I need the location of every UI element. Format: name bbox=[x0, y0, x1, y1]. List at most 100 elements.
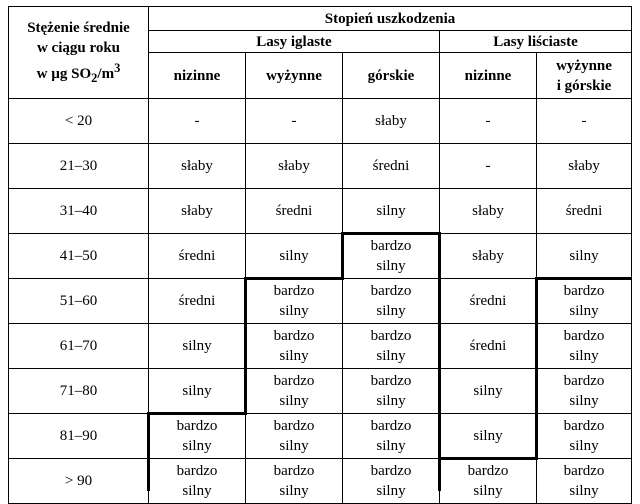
table-row: 71–80 silny bardzo silny bardzo silny silny bar… bbox=[8, 368, 633, 414]
damage-cell: bardzo silny bbox=[245, 323, 343, 369]
damage-cell: - bbox=[245, 98, 343, 144]
concentration-range: 41–50 bbox=[8, 233, 149, 279]
damage-cell: bardzo silny bbox=[245, 458, 343, 504]
concentration-range: 31–40 bbox=[8, 188, 149, 234]
damage-cell-line: bardzo bbox=[563, 418, 605, 434]
damage-cell: bardzo silny bbox=[439, 458, 537, 504]
damage-cell: - bbox=[439, 143, 537, 189]
damage-degree-header: Stopień uszkodzenia bbox=[147, 6, 633, 31]
damage-cell: bardzo silny bbox=[535, 458, 633, 504]
damage-cell: słaby bbox=[439, 233, 537, 279]
damage-cell: bardzo silny bbox=[535, 323, 633, 369]
damage-cell: średni bbox=[245, 188, 343, 234]
damage-cell: - bbox=[439, 98, 537, 144]
stub-sub: 2 bbox=[91, 70, 98, 85]
damage-cell: średni bbox=[535, 188, 633, 234]
damage-cell: średni bbox=[148, 233, 246, 279]
damage-cell-line: bardzo bbox=[370, 238, 412, 254]
damage-cell: bardzo silny bbox=[342, 413, 440, 459]
damage-cell: silny bbox=[535, 233, 633, 279]
damage-cell: średni bbox=[148, 278, 246, 324]
col-label-line-1: wyżynne bbox=[556, 57, 612, 74]
table-row: 21–30 słaby słaby średni - słaby bbox=[8, 143, 633, 189]
damage-cell: słaby bbox=[148, 188, 246, 234]
damage-cell-line: bardzo bbox=[563, 283, 605, 299]
damage-cell: bardzo silny bbox=[148, 413, 246, 459]
damage-table-container: Stężenie średnie w ciągu roku w µg SO2/m… bbox=[8, 6, 633, 504]
damage-cell-line: silny bbox=[279, 393, 309, 409]
table-row: 31–40 słaby średni silny słaby średni bbox=[8, 188, 633, 234]
damage-cell: słaby bbox=[342, 98, 440, 144]
damage-table: Stężenie średnie w ciągu roku w µg SO2/m… bbox=[8, 6, 633, 504]
damage-cell-line: bardzo bbox=[370, 283, 412, 299]
damage-cell: silny bbox=[439, 368, 537, 414]
damage-cell-line: silny bbox=[376, 258, 406, 274]
damage-cell-line: silny bbox=[473, 483, 503, 499]
stub-line-1: Stężenie średnie bbox=[27, 19, 130, 36]
damage-cell-line: bardzo bbox=[273, 283, 315, 299]
damage-cell-line: bardzo bbox=[273, 373, 315, 389]
damage-cell-line: bardzo bbox=[176, 418, 218, 434]
concentration-range: 51–60 bbox=[8, 278, 149, 324]
damage-cell-line: silny bbox=[569, 483, 599, 499]
col-upland-mountain-deciduous: wyżynne i górskie bbox=[535, 52, 633, 99]
damage-cell-line: silny bbox=[279, 348, 309, 364]
damage-cell-line: bardzo bbox=[273, 463, 315, 479]
concentration-range: < 20 bbox=[8, 98, 149, 144]
col-lowland-deciduous: nizinne bbox=[439, 52, 537, 99]
damage-cell-line: silny bbox=[279, 438, 309, 454]
damage-cell: bardzo silny bbox=[245, 278, 343, 324]
damage-cell: bardzo silny bbox=[342, 278, 440, 324]
table-row: > 90 bardzo silny bardzo silny bardzo silny bar… bbox=[8, 458, 633, 504]
damage-cell: średni bbox=[439, 323, 537, 369]
damage-cell-line: bardzo bbox=[273, 418, 315, 434]
col-lowland-coniferous: nizinne bbox=[148, 52, 246, 99]
damage-cell-line: bardzo bbox=[370, 418, 412, 434]
damage-cell-line: silny bbox=[569, 303, 599, 319]
table-body: < 20- - słaby - -21–30 słaby słaby średni - słaby… bbox=[8, 98, 633, 504]
col-mountain-coniferous: górskie bbox=[342, 52, 440, 99]
damage-cell-line: bardzo bbox=[563, 463, 605, 479]
damage-cell: średni bbox=[342, 143, 440, 189]
concentration-range: > 90 bbox=[8, 458, 149, 504]
damage-cell-line: bardzo bbox=[563, 373, 605, 389]
damage-cell-line: silny bbox=[376, 303, 406, 319]
stub-sup: 3 bbox=[114, 60, 121, 75]
concentration-range: 71–80 bbox=[8, 368, 149, 414]
concentration-header: Stężenie średnie w ciągu roku w µg SO2/m… bbox=[8, 6, 149, 99]
damage-cell: - bbox=[535, 98, 633, 144]
damage-cell: silny bbox=[439, 413, 537, 459]
damage-cell: bardzo silny bbox=[535, 278, 633, 324]
damage-cell-line: bardzo bbox=[273, 328, 315, 344]
concentration-range: 61–70 bbox=[8, 323, 149, 369]
col-upland-coniferous: wyżynne bbox=[245, 52, 343, 99]
damage-cell: silny bbox=[148, 323, 246, 369]
deciduous-forests-header: Lasy liściaste bbox=[438, 30, 633, 53]
damage-cell-line: bardzo bbox=[370, 463, 412, 479]
damage-cell: bardzo silny bbox=[342, 368, 440, 414]
table-row: 51–60 średni bardzo silny bardzo silny średni b… bbox=[8, 278, 633, 324]
table-row: < 20- - słaby - - bbox=[8, 98, 633, 144]
coniferous-forests-header: Lasy iglaste bbox=[148, 30, 440, 53]
damage-cell-line: bardzo bbox=[563, 328, 605, 344]
stub-line-3: w µg SO bbox=[36, 65, 92, 82]
damage-cell: słaby bbox=[439, 188, 537, 234]
damage-cell-line: silny bbox=[376, 438, 406, 454]
damage-cell: słaby bbox=[245, 143, 343, 189]
table-row: 81–90 bardzo silny bardzo silny bardzo silny si… bbox=[8, 413, 633, 459]
damage-cell: bardzo silny bbox=[535, 413, 633, 459]
damage-cell: bardzo silny bbox=[148, 458, 246, 504]
damage-cell-line: silny bbox=[182, 483, 212, 499]
damage-cell: bardzo silny bbox=[342, 233, 440, 279]
damage-cell: silny bbox=[342, 188, 440, 234]
damage-cell: bardzo silny bbox=[342, 458, 440, 504]
damage-cell: silny bbox=[148, 368, 246, 414]
damage-cell-line: silny bbox=[376, 348, 406, 364]
table-row: 61–70 silny bardzo silny bardzo silny średni ba… bbox=[8, 323, 633, 369]
damage-cell-line: silny bbox=[376, 483, 406, 499]
damage-cell-line: bardzo bbox=[467, 463, 509, 479]
damage-cell-line: bardzo bbox=[370, 373, 412, 389]
col-label-line-2: i górskie bbox=[556, 77, 612, 94]
table-row: 41–50 średni silny bardzo silny słaby silny bbox=[8, 233, 633, 279]
damage-cell: bardzo silny bbox=[342, 323, 440, 369]
